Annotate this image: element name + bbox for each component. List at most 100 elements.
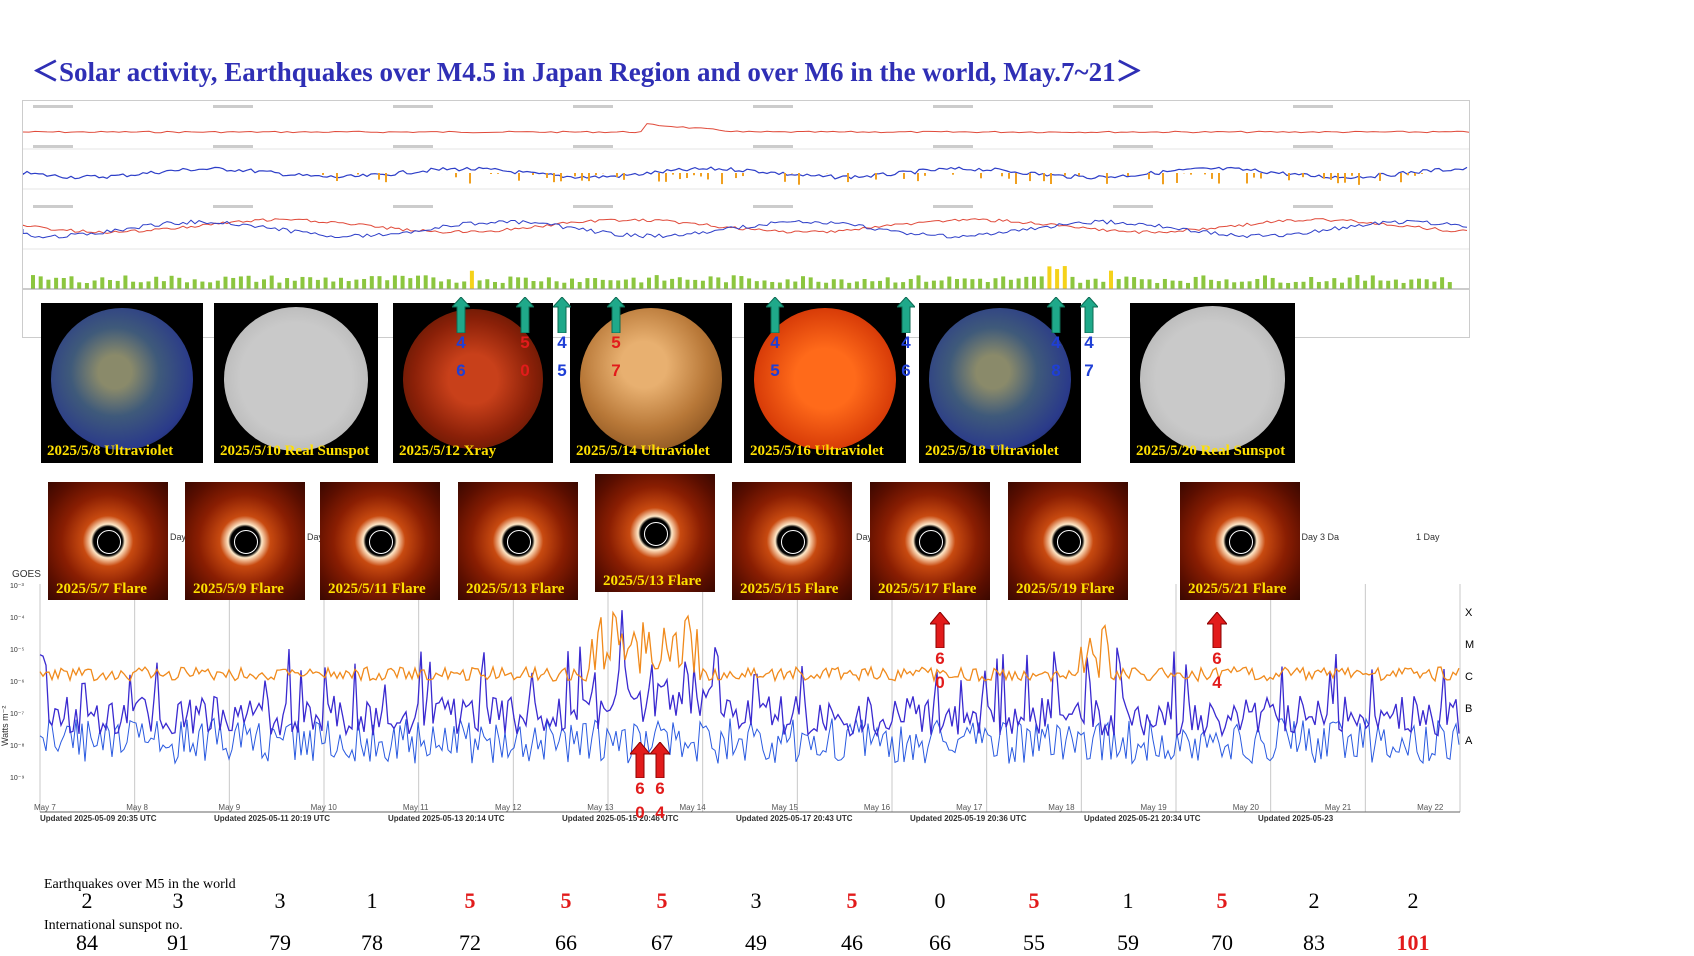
up-arrow-icon: [1045, 296, 1067, 334]
kp-bar: [739, 276, 744, 289]
kp-bar: [708, 276, 713, 289]
earthquake-count: 5: [560, 888, 572, 913]
updated-label: Updated 2025-05-17 20:43 UTC: [736, 814, 853, 823]
kp-bar: [1124, 276, 1129, 289]
kp-bar: [824, 282, 829, 289]
kp-bar: [1101, 281, 1106, 289]
solar-image-caption: 2025/5/8 Ultraviolet: [47, 443, 174, 459]
sunspot-number: 79: [269, 930, 291, 955]
kp-bar: [38, 276, 43, 289]
coronagraph-image: 2025/5/19 Flare: [1008, 482, 1128, 600]
updated-label: Updated 2025-05-15 20:46 UTC: [562, 814, 679, 823]
kp-bar: [816, 281, 821, 289]
updated-label: Updated 2025-05-13 20:14 UTC: [388, 814, 505, 823]
kp-bar: [1370, 275, 1375, 289]
world-quake-magnitude-top: 6: [655, 779, 665, 798]
toolbar-fragment: Day: [307, 532, 324, 542]
kp-bar: [177, 277, 182, 289]
kp-bar: [423, 275, 428, 289]
kp-bar: [146, 281, 151, 289]
y-tick-label: 10⁻⁴: [10, 615, 25, 622]
kp-bar: [1417, 278, 1421, 289]
japan-quake-magnitude-top: 4: [901, 333, 911, 352]
kp-bar: [1085, 279, 1090, 289]
japan-quake-magnitude-bottom: 0: [520, 361, 530, 380]
japan-quake-magnitude-top: 4: [1051, 333, 1061, 352]
kp-bar: [600, 279, 605, 289]
kp-bar: [439, 281, 444, 289]
kp-bar: [1070, 276, 1075, 289]
kp-bar: [654, 275, 659, 289]
occulter-ring: [1229, 530, 1253, 554]
toolbar-fragment: Day: [170, 532, 187, 542]
y-tick-label: 10⁻⁸: [10, 743, 24, 750]
y-tick-label: 10⁻⁶: [10, 679, 24, 686]
mini-label: [393, 205, 433, 208]
kp-bar: [1340, 282, 1344, 289]
kp-bar: [1024, 276, 1029, 289]
kp-bar: [1155, 282, 1160, 289]
kp-bar: [416, 275, 420, 289]
world-quake-magnitude-bottom: 4: [655, 803, 665, 822]
kp-bar: [639, 282, 644, 289]
kp-bar: [238, 276, 243, 289]
solar-image-caption: 2025/5/20 Real Sunspot: [1136, 443, 1286, 459]
kp-bar: [862, 279, 867, 289]
kp-bar: [1201, 275, 1206, 289]
japan-quake-magnitude-top: 4: [557, 333, 567, 352]
kp-bar: [839, 279, 844, 289]
kp-bar: [477, 280, 482, 289]
kp-bar: [385, 280, 390, 289]
kp-bar: [893, 282, 898, 289]
mini-label: [933, 205, 973, 208]
kp-bar: [747, 278, 752, 289]
mini-label: [393, 145, 433, 148]
world-quake-magnitude-top: 6: [1212, 649, 1222, 668]
kp-bar: [970, 279, 975, 289]
kp-bar: [647, 277, 651, 289]
solar-image: 2025/5/20 Real Sunspot: [1130, 303, 1295, 463]
x-tick-label: May 14: [679, 803, 706, 812]
kp-bar: [493, 281, 497, 289]
updated-label: Updated 2025-05-09 20:35 UTC: [40, 814, 157, 823]
kp-bar: [369, 276, 374, 289]
kp-bar: [985, 282, 990, 289]
kp-bar: [716, 277, 721, 289]
sunspot-number: 70: [1211, 930, 1233, 955]
kp-bar: [115, 280, 120, 289]
x-tick-label: May 11: [403, 803, 429, 812]
up-arrow-icon: [450, 296, 472, 334]
kp-bar: [46, 279, 51, 289]
kp-bar: [138, 282, 143, 289]
kp-bar: [546, 277, 551, 289]
kp-bar: [1109, 270, 1113, 289]
mini-label: [1113, 145, 1153, 148]
kp-bar: [916, 275, 921, 289]
bz-line: [22, 166, 1468, 180]
earthquake-count: 3: [172, 888, 184, 913]
coronagraph-image: 2025/5/13 Flare: [458, 482, 578, 600]
solar-wind-speed-line: [22, 123, 1470, 134]
x-tick-label: May 15: [772, 803, 799, 812]
kp-bar: [631, 277, 636, 289]
kp-bar: [801, 276, 805, 289]
kp-bar: [208, 282, 213, 289]
xray-flux-plot: X M C B A 10⁻³ 10⁻⁴ 10⁻⁵ 10⁻⁶ 10⁻⁷ 10⁻⁸ 10⁻⁹ GOES Wat…: [0, 532, 1474, 823]
kp-bar: [508, 276, 513, 289]
flux-class-label: X: [1465, 607, 1473, 619]
up-arrow-icon: [764, 296, 786, 334]
space-weather-graphs: [22, 105, 1470, 290]
kp-bar: [931, 280, 936, 289]
kp-bar: [1386, 280, 1391, 289]
sunspot-number: 91: [167, 930, 189, 955]
mini-label: [33, 145, 73, 148]
world-quake-magnitude-bottom: 0: [635, 803, 645, 822]
kp-bar: [1047, 266, 1052, 289]
space-weather-panel: [22, 100, 1470, 338]
mini-label: [573, 145, 613, 148]
kp-bar: [870, 281, 875, 289]
world-quake-arrow-icon: [1205, 611, 1229, 649]
kp-bar: [1001, 276, 1006, 289]
kp-bar: [1078, 282, 1083, 289]
coronagraph-image: 2025/5/13 Flare: [595, 474, 715, 592]
